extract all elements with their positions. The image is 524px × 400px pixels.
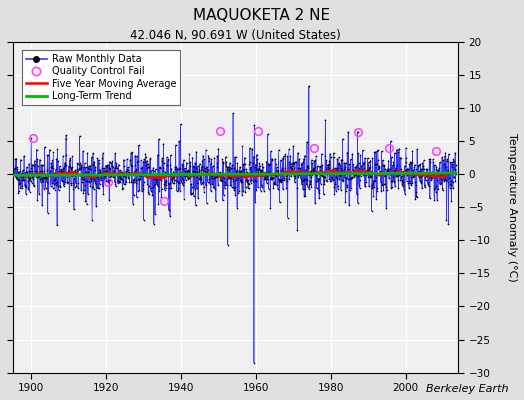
Text: Berkeley Earth: Berkeley Earth [426, 384, 508, 394]
Legend: Raw Monthly Data, Quality Control Fail, Five Year Moving Average, Long-Term Tren: Raw Monthly Data, Quality Control Fail, … [22, 50, 180, 105]
Text: MAQUOKETA 2 NE: MAQUOKETA 2 NE [193, 8, 331, 23]
Title: 42.046 N, 90.691 W (United States): 42.046 N, 90.691 W (United States) [130, 29, 341, 42]
Y-axis label: Temperature Anomaly (°C): Temperature Anomaly (°C) [507, 133, 517, 282]
